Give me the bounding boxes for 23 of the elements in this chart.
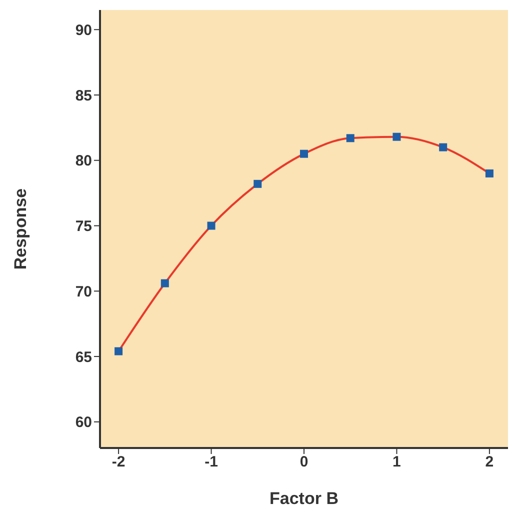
y-tick-label: 65 [75, 348, 92, 366]
point [300, 150, 308, 158]
y-tick-label: 75 [75, 218, 92, 236]
point [439, 143, 448, 152]
y-tick-label: 90 [75, 22, 92, 39]
x-tick-label: -1 [204, 454, 218, 471]
x-tick-label: -2 [112, 454, 126, 471]
x-tick-label: 0 [300, 454, 308, 471]
point [485, 169, 494, 178]
y-tick-label: 60 [75, 414, 92, 432]
point [160, 279, 169, 288]
point [392, 132, 401, 141]
y-tick-label: 85 [75, 87, 92, 104]
x-tick-label: 1 [392, 454, 401, 471]
point [254, 180, 262, 188]
y-tick-label: 70 [75, 283, 92, 300]
point [346, 134, 354, 142]
point [207, 222, 216, 230]
x-tick-label: 2 [485, 454, 494, 471]
y-axis-title: Response [11, 188, 30, 270]
point [114, 347, 123, 356]
y-tick-label: 80 [75, 152, 92, 170]
x-axis-title: Factor B [270, 489, 338, 508]
